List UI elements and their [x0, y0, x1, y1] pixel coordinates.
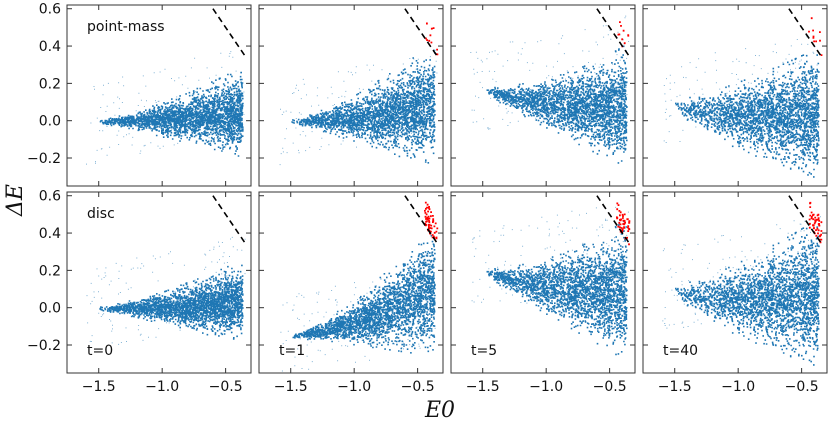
row-label: point-mass	[87, 19, 165, 35]
escaper-points	[617, 21, 630, 48]
scatter-outliers	[86, 236, 246, 345]
y-tick-label: 0.6	[39, 2, 61, 18]
panel-frame	[258, 4, 444, 187]
panel-frame	[66, 4, 252, 187]
time-label: t=1	[279, 343, 305, 359]
scatter-cloud	[675, 226, 820, 366]
panel-1-2: −1.5 −1.0 −0.5 t=5	[450, 191, 636, 395]
row-label: disc	[87, 206, 115, 222]
y-tick-label: 0.0	[39, 114, 61, 130]
panel-points	[279, 8, 439, 166]
panel-points	[280, 195, 439, 372]
y-tick-label: 0.4	[39, 226, 61, 242]
threshold-line	[596, 195, 630, 243]
x-tick-label: −0.5	[593, 379, 627, 395]
panel-1-0: −0.2 0.0 0.2 0.4 0.6 −1.5 −1.0 −0.5 disc t=0	[27, 189, 252, 395]
scatter-cloud	[99, 264, 244, 340]
time-label: t=5	[471, 343, 497, 359]
panel-points	[663, 8, 823, 178]
x-tick-label: −0.5	[209, 379, 243, 395]
panel-frame	[258, 191, 444, 374]
y-tick-label: −0.2	[27, 151, 61, 167]
escaper-points	[808, 17, 823, 56]
panel-points	[662, 195, 823, 366]
panel-0-2	[450, 4, 636, 187]
panel-points	[470, 8, 630, 164]
y-tick-label: 0.0	[39, 301, 61, 317]
panel-1-1: −1.5 −1.0 −0.5 t=1	[258, 191, 444, 395]
scatter-cloud	[675, 54, 820, 178]
x-tick-label: −1.0	[145, 379, 179, 395]
scatter-cloud	[486, 45, 628, 164]
panel-0-1	[258, 4, 444, 187]
x-tick-label: −1.5	[82, 379, 116, 395]
x-tick-label: −1.5	[274, 379, 308, 395]
panel-frame	[66, 191, 252, 374]
panel-0-3	[642, 4, 828, 187]
x-tick-label: −1.5	[658, 379, 692, 395]
x-tick-label: −1.0	[337, 379, 371, 395]
scatter-outliers	[280, 267, 436, 372]
panel-points	[86, 195, 246, 345]
x-tick-label: −0.5	[785, 379, 819, 395]
x-tick-label: −1.5	[466, 379, 500, 395]
panel-frame	[450, 191, 636, 374]
y-tick-label: 0.2	[39, 263, 61, 279]
escaper-points	[425, 22, 439, 56]
escaper-points	[424, 201, 439, 240]
y-tick-label: 0.6	[39, 189, 61, 205]
threshold-line	[212, 8, 246, 56]
scatter-cloud	[99, 71, 244, 157]
panel-frame	[642, 191, 828, 374]
y-axis-title: ΔE	[3, 184, 28, 217]
y-tick-label: 0.2	[39, 76, 61, 92]
panel-frame	[450, 4, 636, 187]
escaper-points	[808, 201, 823, 244]
threshold-line	[596, 8, 630, 56]
scatter-cloud	[291, 49, 436, 164]
threshold-line	[788, 8, 822, 56]
scatter-cloud	[292, 234, 436, 354]
threshold-line	[404, 8, 438, 56]
time-label: t=0	[87, 343, 113, 359]
panel-0-0: −0.2 0.0 0.2 0.4 0.6 point-mass	[27, 2, 252, 187]
panel-1-3: −1.5 −1.0 −0.5 t=40	[642, 191, 828, 395]
x-tick-label: −1.0	[721, 379, 755, 395]
y-tick-label: 0.4	[39, 39, 61, 55]
panel-points	[471, 195, 631, 356]
x-tick-label: −1.0	[529, 379, 563, 395]
escaper-points	[616, 202, 631, 246]
threshold-line	[212, 195, 246, 243]
scatter-cloud	[486, 220, 628, 356]
y-tick-label: −0.2	[27, 338, 61, 354]
x-axis-title: E0	[424, 398, 455, 423]
panel-frame	[642, 4, 828, 187]
panel-points	[86, 8, 246, 165]
time-label: t=40	[663, 343, 698, 359]
x-tick-label: −0.5	[401, 379, 435, 395]
